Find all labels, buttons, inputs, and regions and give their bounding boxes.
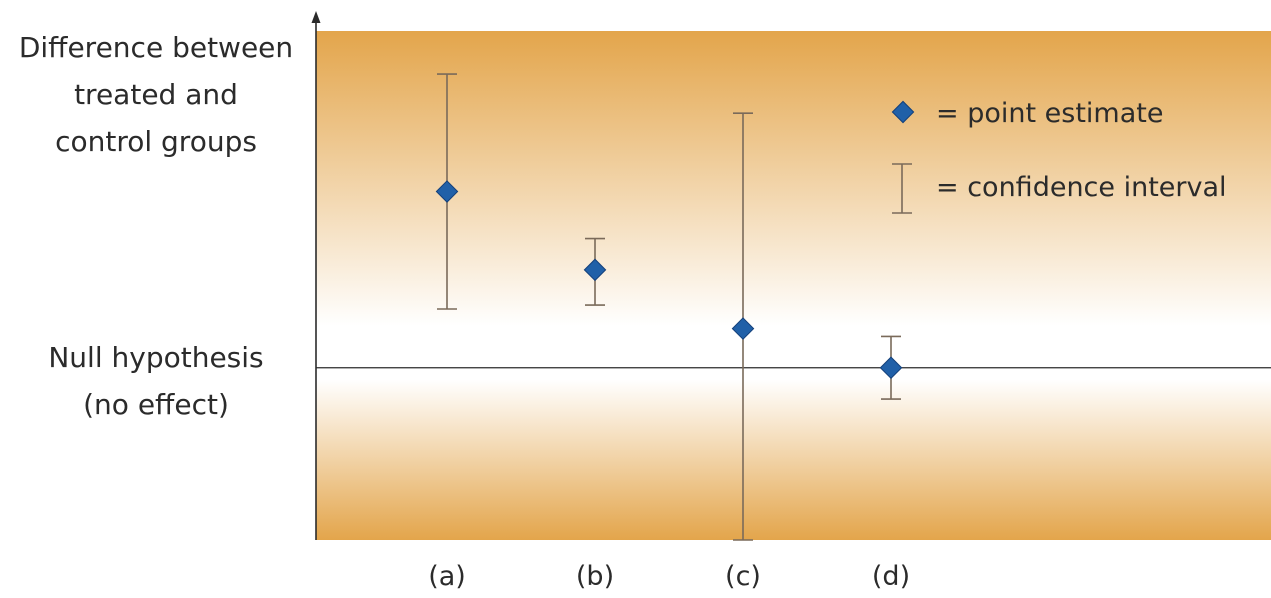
y-label-line: control groups <box>55 125 257 158</box>
y-label-difference: Difference between treated and control g… <box>0 24 312 165</box>
category-label: (b) <box>576 561 614 592</box>
data-point-group <box>435 73 459 310</box>
point-estimate-marker <box>583 258 607 282</box>
y-label-line: Null hypothesis <box>48 341 264 374</box>
category-label: (d) <box>872 561 910 592</box>
data-marks <box>435 73 903 541</box>
legend-point-estimate-label: = point estimate <box>936 98 1163 129</box>
y-label-line: Difference between <box>18 31 294 64</box>
legend-confidence-interval-label: = confidence interval <box>936 172 1227 203</box>
data-point-group <box>583 237 607 306</box>
plot-background <box>316 31 1271 540</box>
y-label-line: (no effect) <box>83 388 229 421</box>
point-estimate-marker <box>435 180 459 203</box>
data-point-group <box>731 112 755 541</box>
data-point-group <box>879 335 903 400</box>
y-axis-arrowhead <box>311 11 321 23</box>
point-estimate-marker <box>879 356 903 380</box>
legend: = point estimate = confidence interval <box>891 98 1227 214</box>
point-estimate-marker <box>731 317 755 340</box>
y-label-line: treated and <box>74 78 238 111</box>
legend-point-marker <box>891 100 915 124</box>
category-label: (a) <box>428 561 466 592</box>
category-label: (c) <box>725 561 761 592</box>
category-labels: (a) (b) (c) (d) <box>428 561 910 592</box>
y-label-null-hypothesis: Null hypothesis (no effect) <box>0 334 312 428</box>
